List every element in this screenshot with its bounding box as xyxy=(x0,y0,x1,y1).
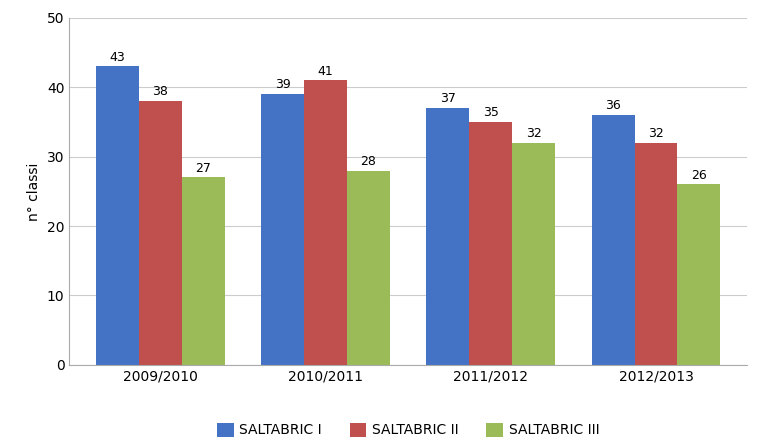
Text: 37: 37 xyxy=(440,92,456,105)
Text: 36: 36 xyxy=(605,99,621,112)
Text: 28: 28 xyxy=(360,155,377,168)
Text: 32: 32 xyxy=(648,127,664,140)
Bar xyxy=(261,94,304,365)
Bar xyxy=(469,122,512,365)
Bar xyxy=(591,115,634,365)
Bar xyxy=(512,143,555,365)
Text: 38: 38 xyxy=(152,85,168,98)
Bar xyxy=(139,101,182,365)
Text: 41: 41 xyxy=(317,65,333,77)
Text: 39: 39 xyxy=(275,78,290,91)
Bar xyxy=(678,184,721,365)
Text: 32: 32 xyxy=(526,127,541,140)
Bar xyxy=(304,80,347,365)
Bar xyxy=(182,178,225,365)
Bar xyxy=(634,143,678,365)
Bar xyxy=(347,170,390,365)
Text: 26: 26 xyxy=(691,169,707,182)
Legend: SALTABRIC I, SALTABRIC II, SALTABRIC III: SALTABRIC I, SALTABRIC II, SALTABRIC III xyxy=(212,417,604,443)
Y-axis label: n° classi: n° classi xyxy=(27,162,42,221)
Bar xyxy=(427,108,469,365)
Bar xyxy=(95,66,139,365)
Text: 27: 27 xyxy=(196,162,211,175)
Text: 43: 43 xyxy=(109,51,125,64)
Text: 35: 35 xyxy=(483,106,499,119)
